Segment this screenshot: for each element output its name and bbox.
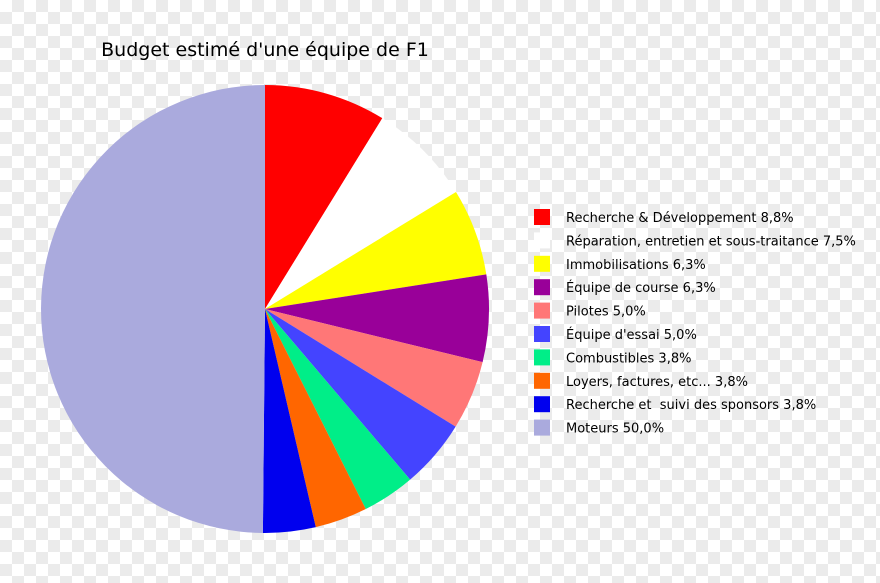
legend-swatch-6 (534, 326, 550, 342)
legend-swatch-4 (534, 279, 550, 296)
pie-slice-6 (265, 309, 456, 480)
legend-swatch-3 (534, 255, 550, 272)
chart-title: Budget estimé d'une équipe de F1 (101, 39, 429, 61)
legend-label-10: Moteurs 50,0% (566, 422, 664, 437)
legend-label-6: Équipe d'essai 5,0% (566, 327, 697, 343)
pie-slice-7 (265, 309, 411, 510)
legend-label-9: Recherche et suivi des sponsors 3,8% (566, 398, 816, 413)
legend-swatch-7 (534, 349, 550, 366)
pie-slices (41, 84, 489, 533)
pie-slice-2 (265, 118, 456, 310)
legend-label-3: Immobilisations 6,3% (566, 258, 706, 273)
legend-swatch-9 (534, 396, 550, 413)
pie-slice-5 (265, 309, 483, 427)
pie-slice-1 (265, 84, 383, 309)
legend-swatch-5 (534, 302, 550, 319)
legend-label-5: Pilotes 5,0% (566, 305, 646, 320)
legend-swatch-2 (534, 232, 550, 249)
legend-label-7: Combustibles 3,8% (566, 351, 691, 366)
legend-label-4: Équipe de course 6,3% (566, 280, 716, 296)
legend-swatch-8 (534, 372, 550, 389)
pie-slice-10 (41, 85, 266, 533)
legend: Recherche & Développement 8,8% Réparation… (534, 209, 856, 437)
pie-slice-4 (265, 274, 489, 363)
pie-slice-9 (262, 309, 316, 533)
legend-label-8: Loyers, factures, etc... 3,8% (566, 375, 748, 390)
legend-label-1: Recherche & Développement 8,8% (566, 211, 794, 226)
pie-slice-3 (265, 191, 487, 309)
legend-swatch-10 (534, 419, 550, 436)
legend-swatch-1 (534, 209, 550, 225)
legend-label-2: Réparation, entretien et sous-traitance … (566, 234, 856, 249)
pie-slice-8 (265, 309, 366, 528)
